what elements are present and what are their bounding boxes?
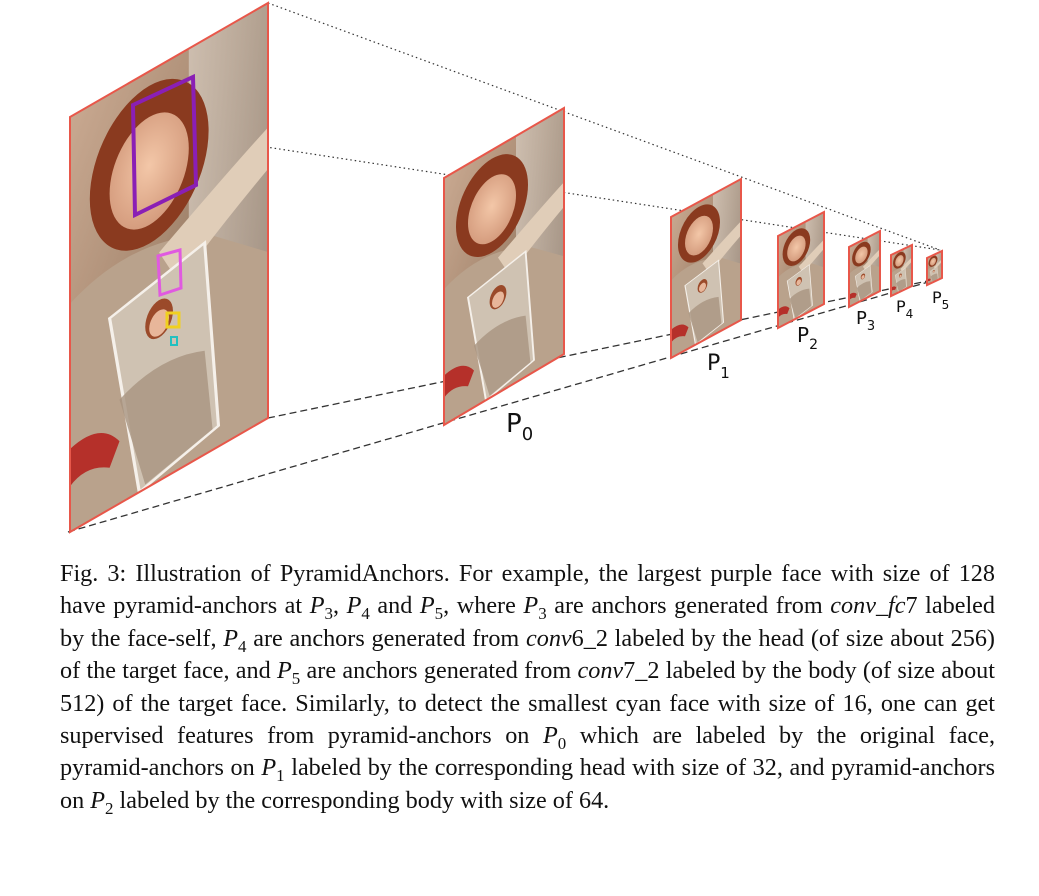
label-p0: P0	[506, 409, 533, 445]
pyramid-level-p0	[443, 106, 565, 427]
bottom-projection-lines	[67, 277, 943, 533]
input-image	[69, 1, 269, 534]
figure-label: Fig. 3:	[60, 560, 127, 587]
label-p1: P1	[707, 351, 730, 382]
pyramid-level-p1	[670, 177, 742, 360]
pyramid-level-p2	[777, 210, 825, 330]
label-p3: P3	[856, 308, 875, 334]
pyramid-level-p4	[890, 243, 913, 298]
label-p4: P4	[896, 297, 913, 321]
pyramid-level-p5	[926, 249, 943, 287]
label-p2: P2	[797, 323, 818, 353]
pyramid-anchors-figure: P0 P1 P2 P3 P4 P5	[67, 1, 949, 534]
cyan-face-box	[170, 336, 178, 346]
magenta-head-box	[156, 248, 183, 298]
pyramid-level-p3	[848, 229, 881, 309]
purple-face-box	[130, 73, 199, 219]
label-p5: P5	[932, 288, 949, 312]
figure-caption: Fig. 3: Illustration of PyramidAnchors. …	[60, 560, 996, 818]
yellow-face-box	[165, 311, 181, 329]
